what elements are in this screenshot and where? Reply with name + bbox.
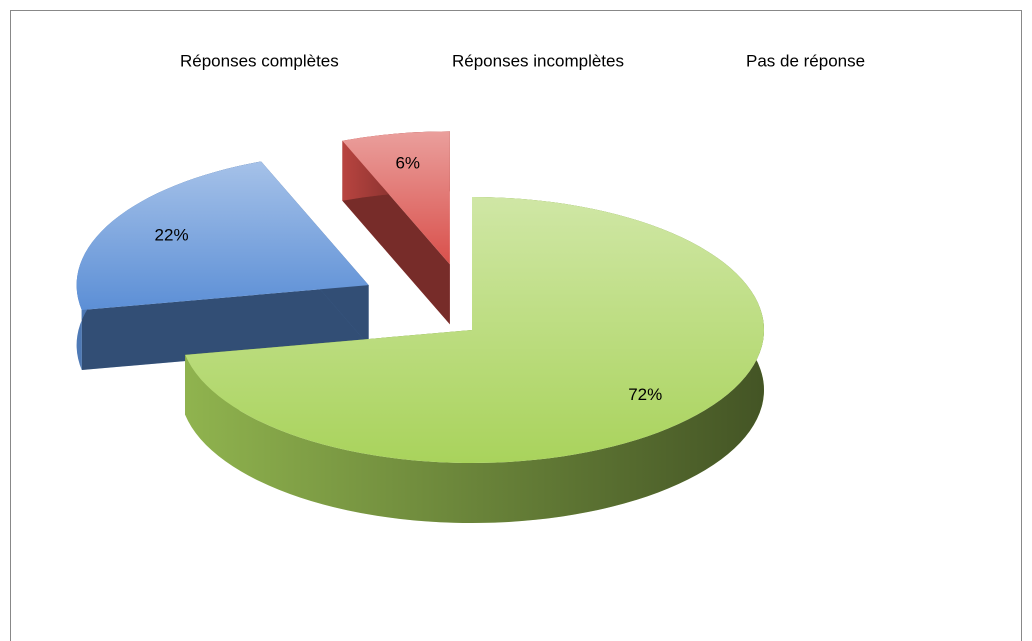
data-label: 72% — [628, 385, 662, 404]
data-label: 6% — [395, 153, 420, 172]
legend-label: Réponses complètes — [180, 51, 339, 70]
legend-label: Réponses incomplètes — [452, 51, 624, 70]
slice-shine — [185, 197, 765, 463]
data-label: 22% — [155, 225, 189, 244]
slice-shine — [342, 131, 450, 265]
slice-shine — [76, 161, 369, 311]
legend-label: Pas de réponse — [746, 51, 865, 70]
